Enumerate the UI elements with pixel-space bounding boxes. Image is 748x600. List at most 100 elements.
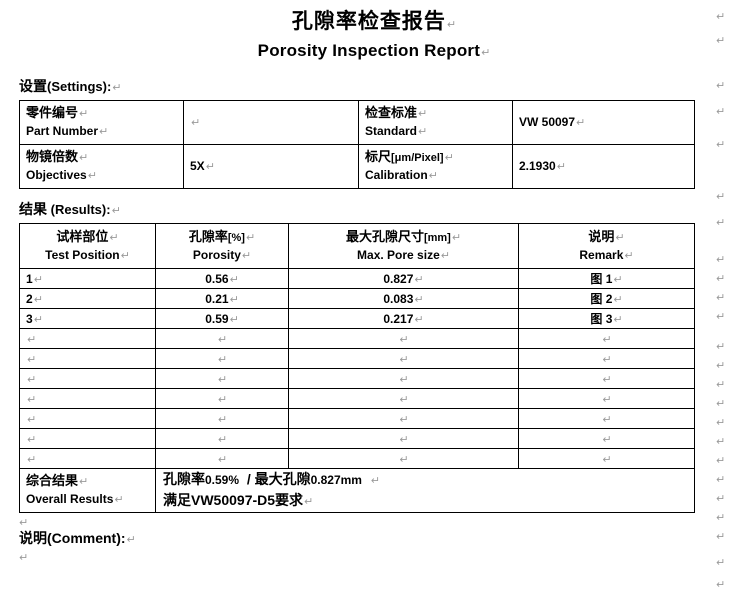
return-mark-icon: ↵ — [229, 313, 239, 326]
return-mark-icon: ↵ — [414, 313, 424, 326]
cell-empty[interactable]: ↵ — [19, 348, 156, 369]
cell-empty[interactable]: ↵ — [155, 408, 289, 429]
comment-spacer-top: ↵ — [19, 515, 748, 529]
cell-empty[interactable]: ↵ — [19, 388, 156, 409]
results-header-max-pore-size: 最大孔隙尺寸[mm]↵ Max. Pore size↵ — [288, 223, 519, 269]
return-mark-icon: ↵ — [399, 433, 409, 446]
return-mark-icon: ↵ — [716, 493, 726, 505]
settings-cell-objectives-value[interactable]: 5X↵ — [183, 144, 359, 189]
overall-porosity-prefix: 孔隙率 — [163, 470, 205, 487]
cell-test-position-value: 3 — [26, 311, 33, 326]
return-mark-icon: ↵ — [112, 82, 122, 94]
return-mark-icon: ↵ — [27, 393, 37, 406]
objectives-label-cn: 物镜倍数 — [26, 149, 79, 164]
settings-cell-standard-value[interactable]: VW 50097↵ — [512, 100, 695, 145]
cell-empty[interactable]: ↵ — [518, 408, 695, 429]
cell-empty[interactable]: ↵ — [155, 428, 289, 449]
cell-test-position[interactable]: 1↵ — [19, 268, 156, 289]
cell-empty[interactable]: ↵ — [19, 428, 156, 449]
return-mark-icon: ↵ — [87, 170, 97, 182]
title-english: Porosity Inspection Report↵ — [0, 39, 748, 65]
cell-empty[interactable]: ↵ — [288, 348, 519, 369]
cell-remark[interactable]: 图 3↵ — [518, 308, 695, 329]
results-table: 试样部位↵ Test Position↵ 孔隙率[%]↵ Porosity↵ 最… — [19, 223, 695, 513]
settings-cell-standard-label: 检查标准↵ Standard↵ — [358, 100, 513, 145]
cell-max-pore-size-value: 0.217 — [383, 311, 414, 326]
title-chinese-text: 孔隙率检查报告 — [291, 10, 446, 33]
overall-maxpore-value: 0.827mm — [310, 472, 362, 487]
cell-empty[interactable]: ↵ — [518, 368, 695, 389]
cell-empty[interactable]: ↵ — [288, 448, 519, 469]
cell-empty[interactable]: ↵ — [19, 328, 156, 349]
header-max-pore-size-cn: 最大孔隙尺寸 — [345, 229, 424, 244]
return-mark-icon: ↵ — [602, 453, 612, 466]
return-mark-icon: ↵ — [716, 417, 726, 429]
cell-empty[interactable]: ↵ — [155, 448, 289, 469]
return-mark-icon: ↵ — [481, 47, 491, 59]
comment-spacer-bottom: ↵ — [19, 550, 748, 564]
overall-porosity-value: 0.59% — [205, 472, 240, 487]
return-mark-icon: ↵ — [99, 126, 109, 138]
cell-empty[interactable]: ↵ — [518, 448, 695, 469]
cell-remark[interactable]: 图 2↵ — [518, 288, 695, 309]
cell-porosity[interactable]: 0.59↵ — [155, 308, 289, 329]
return-mark-icon: ↵ — [716, 379, 726, 391]
cell-empty[interactable]: ↵ — [518, 348, 695, 369]
return-mark-icon: ↵ — [217, 333, 228, 346]
settings-cell-part-number-value[interactable]: ↵ — [183, 100, 359, 145]
return-mark-icon: ↵ — [399, 413, 409, 426]
cell-empty[interactable]: ↵ — [518, 388, 695, 409]
cell-test-position-value: 1 — [26, 271, 33, 286]
cell-empty[interactable]: ↵ — [19, 408, 156, 429]
return-mark-icon: ↵ — [19, 517, 29, 529]
cell-test-position[interactable]: 2↵ — [19, 288, 156, 309]
overall-separator: / — [246, 470, 251, 487]
cell-empty[interactable]: ↵ — [155, 348, 289, 369]
part-number-label-cn: 零件编号 — [26, 105, 79, 120]
cell-empty[interactable]: ↵ — [19, 448, 156, 469]
cell-max-pore-size[interactable]: 0.827↵ — [288, 268, 519, 289]
cell-empty[interactable]: ↵ — [288, 428, 519, 449]
cell-empty[interactable]: ↵ — [518, 428, 695, 449]
cell-empty[interactable]: ↵ — [19, 368, 156, 389]
table-row-empty: ↵ ↵ ↵ ↵ — [19, 328, 695, 349]
return-mark-icon: ↵ — [615, 232, 625, 244]
results-section-label: 结果 (Results):↵ — [19, 200, 748, 220]
cell-max-pore-size[interactable]: 0.083↵ — [288, 288, 519, 309]
return-mark-icon: ↵ — [27, 353, 37, 366]
settings-label-english: (Settings): — [47, 79, 112, 94]
table-row-empty: ↵ ↵ ↵ ↵ — [19, 408, 695, 429]
document-title-block: 孔隙率检查报告 ↵ Porosity Inspection Report↵ — [0, 0, 748, 65]
return-mark-icon: ↵ — [304, 495, 314, 508]
return-mark-icon: ↵ — [444, 152, 454, 164]
header-max-pore-size-unit: [mm] — [423, 232, 451, 244]
return-mark-icon: ↵ — [33, 293, 43, 306]
cell-empty[interactable]: ↵ — [155, 328, 289, 349]
cell-empty[interactable]: ↵ — [155, 388, 289, 409]
table-row-empty: ↵ ↵ ↵ ↵ — [19, 388, 695, 409]
overall-requirement-text: 满足VW50097-D5要求 — [163, 491, 304, 508]
return-mark-icon: ↵ — [716, 106, 726, 118]
settings-cell-calibration-value[interactable]: 2.1930↵ — [512, 144, 695, 189]
results-label-english: (Results): — [50, 202, 111, 217]
header-test-position-cn: 试样部位 — [56, 229, 109, 244]
cell-porosity[interactable]: 0.21↵ — [155, 288, 289, 309]
cell-remark[interactable]: 图 1↵ — [518, 268, 695, 289]
table-row: 2↵ 0.21↵ 0.083↵ 图 2↵ — [19, 288, 695, 309]
cell-porosity[interactable]: 0.56↵ — [155, 268, 289, 289]
cell-remark-value: 图 2 — [590, 292, 613, 306]
overall-results-row: 综合结果↵ Overall Results↵ 孔隙率0.59% / 最大孔隙0.… — [19, 468, 695, 513]
settings-row-objectives: 物镜倍数↵ Objectives↵ 5X↵ 标尺[μm/Pixel]↵ Cali… — [19, 144, 695, 189]
cell-empty[interactable]: ↵ — [288, 388, 519, 409]
return-mark-icon: ↵ — [79, 476, 89, 488]
cell-max-pore-size[interactable]: 0.217↵ — [288, 308, 519, 329]
cell-empty[interactable]: ↵ — [518, 328, 695, 349]
cell-empty[interactable]: ↵ — [288, 408, 519, 429]
return-mark-icon: ↵ — [27, 373, 37, 386]
cell-empty[interactable]: ↵ — [155, 368, 289, 389]
overall-results-value-cell[interactable]: 孔隙率0.59% / 最大孔隙0.827mm ↵ 满足VW50097-D5要求↵ — [155, 468, 695, 513]
cell-empty[interactable]: ↵ — [288, 368, 519, 389]
cell-empty[interactable]: ↵ — [288, 328, 519, 349]
cell-test-position[interactable]: 3↵ — [19, 308, 156, 329]
overall-results-label-cell: 综合结果↵ Overall Results↵ — [19, 468, 156, 513]
